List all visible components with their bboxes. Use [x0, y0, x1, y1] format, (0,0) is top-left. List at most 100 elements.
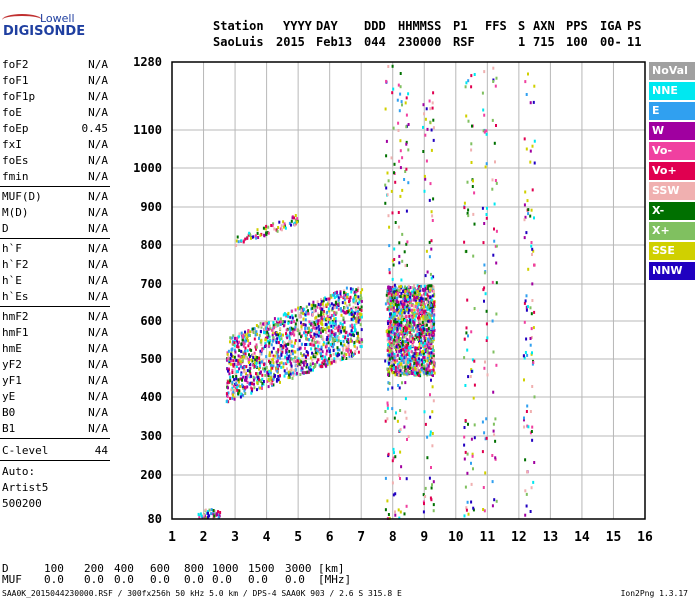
echo-point — [387, 452, 390, 456]
echo-point — [483, 509, 486, 513]
echo-point — [295, 371, 298, 375]
echo-point — [271, 358, 274, 362]
echo-point — [350, 333, 353, 337]
echo-point — [293, 369, 296, 372]
echo-point — [308, 338, 311, 342]
echo-point — [331, 293, 334, 297]
echo-point — [420, 326, 423, 330]
echo-point — [319, 302, 322, 306]
header-col-value: Feb13 — [316, 35, 353, 49]
echo-point — [396, 359, 399, 363]
echo-point — [300, 366, 303, 370]
echo-point — [213, 514, 216, 518]
echo-point — [238, 389, 241, 393]
echo-point — [282, 324, 285, 328]
echo-point — [433, 371, 436, 375]
echo-point — [394, 320, 397, 324]
echo-point — [394, 371, 397, 375]
echo-point — [472, 506, 475, 510]
echo-point — [394, 309, 397, 312]
echo-point — [393, 171, 395, 175]
echo-point — [405, 242, 408, 246]
echo-point — [323, 341, 325, 345]
echo-point — [315, 326, 318, 330]
echo-point — [424, 344, 427, 348]
echo-point — [395, 338, 398, 342]
echo-point — [262, 380, 265, 383]
echo-point — [349, 287, 352, 291]
echo-point — [258, 377, 260, 381]
echo-point — [409, 297, 412, 301]
echo-point — [432, 305, 435, 308]
echo-point — [248, 357, 250, 361]
echo-point — [251, 387, 254, 391]
echo-point — [351, 287, 354, 291]
echo-point — [422, 349, 424, 353]
echo-point — [388, 357, 391, 361]
echo-point — [464, 450, 467, 454]
echo-point — [470, 461, 472, 465]
param-value: N/A — [88, 358, 108, 371]
echo-point — [413, 352, 416, 356]
echo-point — [325, 331, 328, 334]
echo-point — [265, 366, 268, 369]
echo-point — [314, 309, 317, 313]
echo-point — [402, 340, 405, 344]
echo-point — [244, 392, 247, 395]
header-col-value: 715 — [533, 35, 555, 49]
echo-point — [326, 349, 328, 353]
echo-point — [268, 321, 270, 325]
echo-point — [430, 300, 433, 304]
param-row: foF1 N/A — [2, 73, 108, 89]
echo-point — [257, 236, 260, 239]
echo-point — [334, 322, 337, 326]
echo-point — [530, 327, 533, 331]
echo-point — [408, 314, 411, 318]
echo-point — [406, 289, 409, 293]
echo-point — [229, 379, 232, 383]
echo-point — [360, 338, 363, 342]
echo-point — [422, 351, 425, 355]
echo-point — [433, 303, 436, 307]
x-tick-label: 10 — [448, 530, 464, 545]
echo-point — [406, 330, 408, 334]
echo-point — [287, 370, 290, 374]
echo-point — [418, 316, 421, 320]
echo-point — [533, 310, 536, 314]
echo-point — [495, 76, 498, 80]
param-row: yE N/A — [2, 389, 108, 405]
echo-point — [260, 343, 263, 347]
echo-point — [337, 327, 340, 330]
echo-point — [429, 359, 432, 363]
echo-point — [289, 341, 292, 345]
echo-point — [406, 360, 409, 364]
echo-point — [298, 315, 301, 319]
echo-point — [393, 296, 396, 300]
echo-point — [392, 317, 395, 321]
echo-point — [525, 504, 528, 508]
echo-point — [339, 358, 342, 362]
echo-point — [232, 334, 235, 338]
echo-point — [432, 126, 435, 130]
echo-point — [304, 355, 307, 359]
echo-point — [326, 314, 329, 318]
echo-point — [391, 314, 394, 318]
echo-point — [253, 376, 256, 380]
echo-point — [425, 297, 428, 301]
echo-point — [431, 410, 434, 414]
plot-border — [171, 61, 646, 520]
echo-point — [235, 381, 238, 385]
echo-point — [354, 306, 357, 310]
echo-point — [284, 226, 287, 230]
echo-point — [313, 336, 316, 340]
echo-point — [422, 125, 424, 129]
echo-point — [288, 334, 291, 338]
echo-point — [473, 436, 476, 440]
echo-point — [282, 362, 285, 366]
echo-point — [423, 502, 425, 506]
echo-point — [317, 303, 320, 306]
echo-point — [387, 214, 390, 218]
echo-point — [406, 308, 409, 312]
echo-point — [299, 373, 302, 376]
echo-point — [524, 513, 527, 517]
